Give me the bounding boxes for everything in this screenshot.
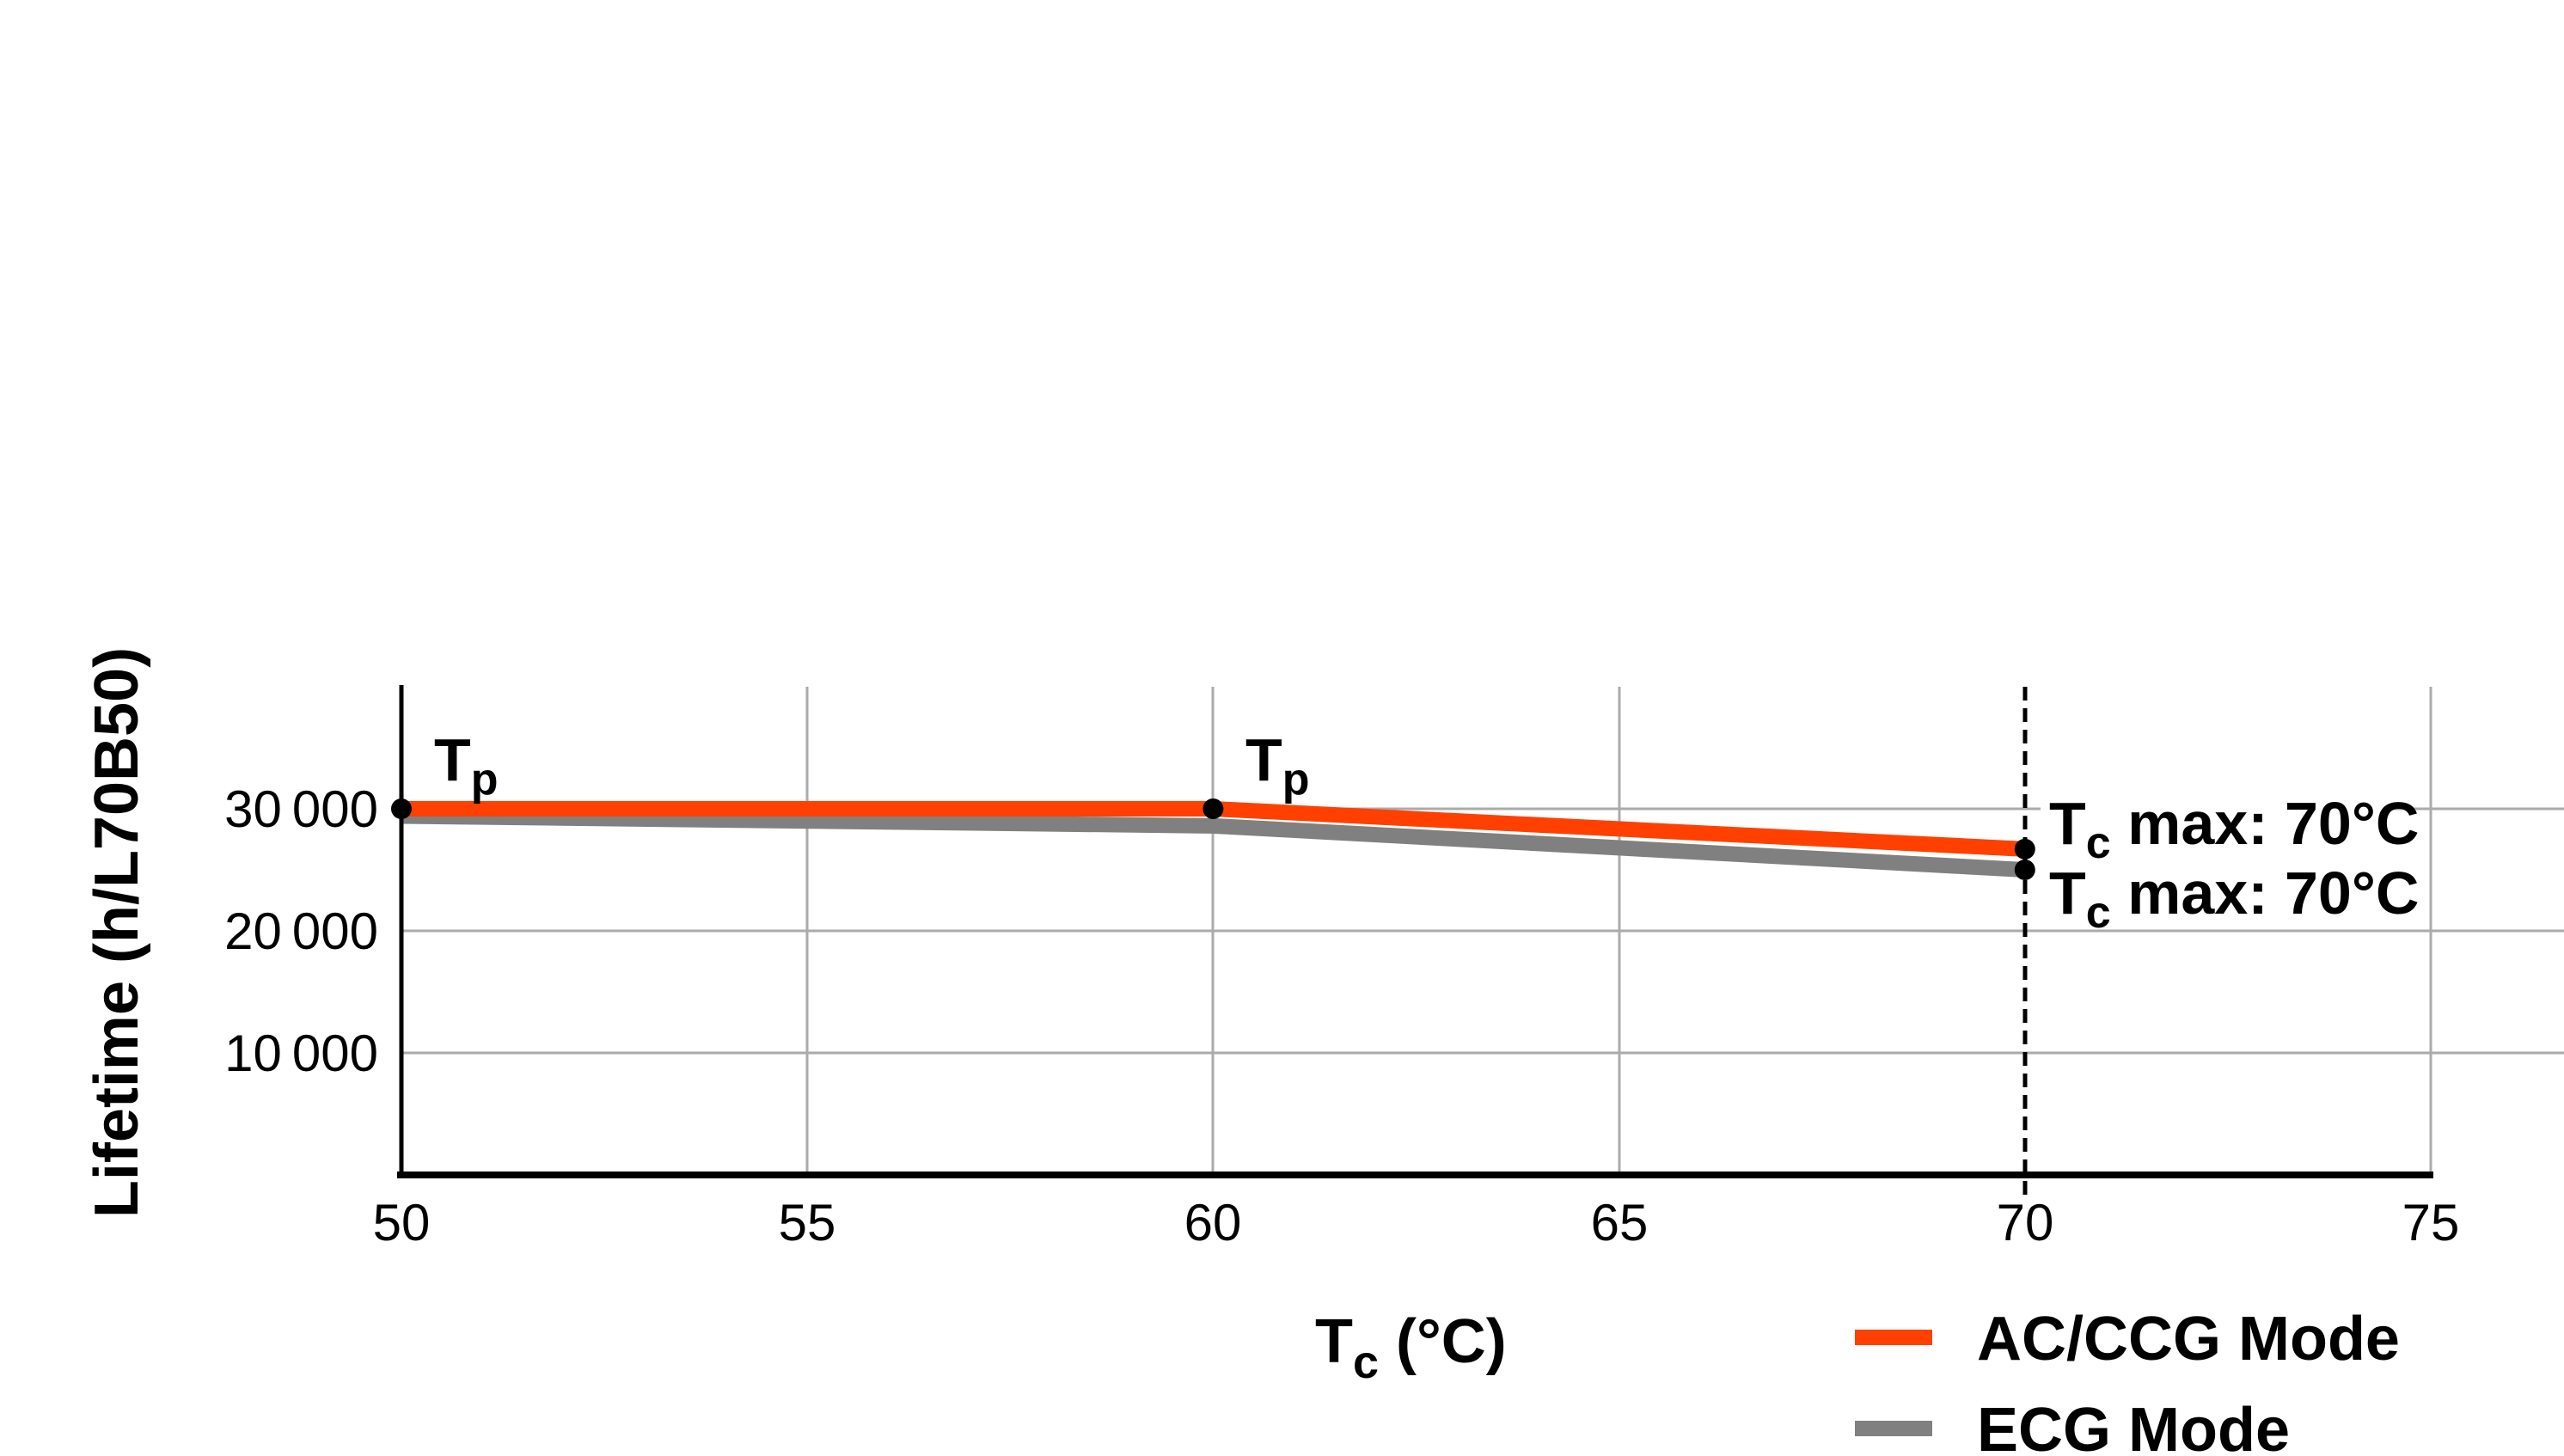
annotation-tcmax-ac: Tc max: 70°C [2049, 790, 2419, 868]
data-point-ac-50 [391, 798, 412, 819]
annotation-tp-60: Tp [1245, 726, 1310, 804]
x-tick-70: 70 [1997, 1194, 2054, 1251]
y-axis-title: Lifetime (h/L70B50) [83, 647, 151, 1218]
legend-label-ecg: ECG Mode [1977, 1396, 2290, 1456]
series-line-ecg-mode [401, 808, 2026, 878]
y-tick-30000: 30 000 [224, 780, 378, 838]
data-point-ac-60 [1202, 798, 1224, 819]
x-tick-50: 50 [373, 1194, 431, 1251]
x-tick-75: 75 [2402, 1194, 2460, 1251]
x-tick-65: 65 [1591, 1194, 1649, 1251]
tcmax-label-bg-ac [2041, 794, 2388, 863]
gridlines [401, 687, 2564, 1175]
tcmax-label-bg-ecg [2041, 865, 2388, 928]
legend-swatch-ecg [1855, 1421, 1932, 1436]
annotation-tp-50: Tp [434, 726, 499, 804]
data-point-ac-70 [2014, 838, 2035, 860]
annotation-tcmax-ecg: Tc max: 70°C [2049, 860, 2419, 938]
x-tick-60: 60 [1184, 1194, 1242, 1251]
y-tick-10000: 10 000 [224, 1025, 378, 1082]
legend-swatch-ac-ccg [1855, 1330, 1932, 1345]
y-tick-20000: 20 000 [224, 902, 378, 960]
data-point-ecg-70 [2014, 860, 2035, 880]
legend: AC/CCG Mode ECG Mode [1855, 1305, 2400, 1456]
x-tick-55: 55 [779, 1194, 836, 1251]
legend-label-ac-ccg: AC/CCG Mode [1977, 1305, 2400, 1373]
x-axis-title: Tc (°C) [1315, 1307, 1507, 1388]
